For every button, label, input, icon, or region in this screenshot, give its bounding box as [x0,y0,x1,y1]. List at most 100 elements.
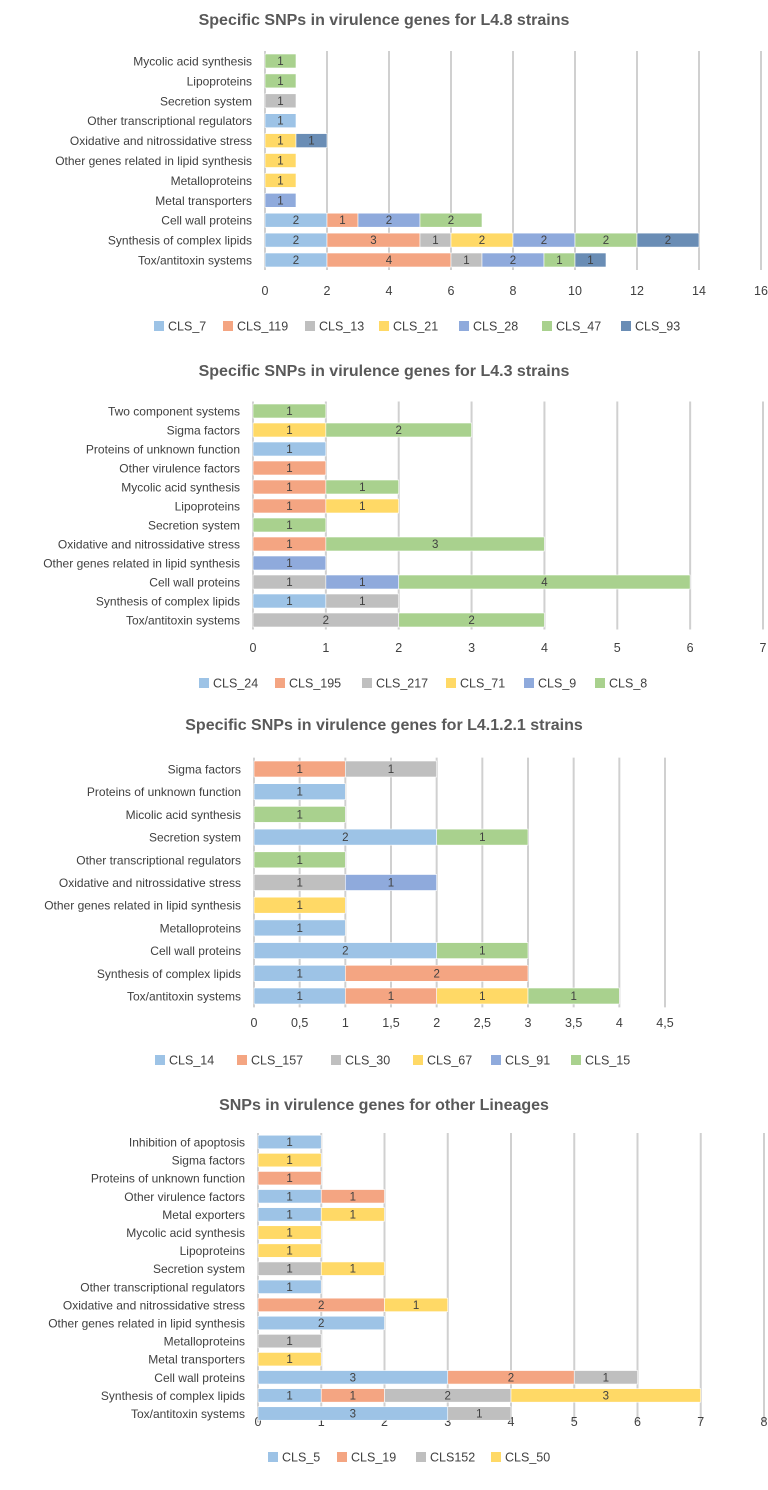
data-label: 1 [359,577,365,589]
legend-swatch-cls-195 [275,678,285,688]
bar-segment-cls-50 [257,1243,322,1258]
legend-swatch-cls-19 [337,1452,347,1462]
data-label: 2 [342,946,348,958]
data-label: 1 [277,116,283,128]
category-label: Oxidative and nitrossidative stress [59,876,241,890]
bar-segment-cls-14 [253,783,346,801]
legend-label: CLS_91 [505,1054,550,1068]
x-tick-label: 4,5 [656,1016,673,1030]
x-tick-label: 4 [616,1016,623,1030]
bar-segment-cls-47 [264,73,297,89]
x-tick-label: 7 [697,1415,704,1429]
chart-l4121: Specific SNPs in virulence genes for L4.… [44,717,674,1068]
category-label: Synthesis of complex lipids [108,234,252,248]
data-label: 1 [476,1409,482,1421]
legend-label: CLS_14 [169,1054,214,1068]
bar-segment-cls-195 [252,460,327,476]
category-label: Inhibition of apoptosis [129,1136,245,1150]
legend-label: CLS_7 [168,320,206,334]
data-label: 1 [296,878,302,890]
data-label: 2 [342,832,348,844]
category-label: Secretion system [148,519,240,533]
data-label: 1 [296,855,302,867]
data-label: 1 [286,425,292,437]
category-label: Other virulence factors [119,462,240,476]
category-label: Tox/antitoxin systems [127,990,241,1004]
bar-segment-cls-93 [636,232,700,248]
bar-segment-cls-7 [264,113,297,128]
chart-title: Specific SNPs in virulence genes for L4.… [199,12,570,29]
x-tick-label: 0 [251,1016,258,1030]
category-label: Cell wall proteins [150,944,241,958]
category-label: Secretion system [153,1262,245,1276]
data-label: 1 [286,1228,292,1240]
bar-segment-cls-8 [398,612,545,628]
legend-label: CLS_67 [427,1054,472,1068]
x-tick-label: 3 [525,1016,532,1030]
data-label: 1 [413,1300,419,1312]
bar-segment-cls-47 [264,53,297,69]
category-label: Proteins of unknown function [86,443,240,457]
category-label: Mycolic acid synthesis [133,55,252,69]
data-label: 4 [541,577,548,589]
category-label: Oxidative and nitrossidative stress [70,134,252,148]
bar-segment-cls-8 [252,403,327,419]
category-label: Other transcriptional regulators [76,853,241,867]
legend-swatch-cls-5 [268,1452,278,1462]
bar-segment-cls-8 [325,536,545,552]
legend-swatch-cls-47 [542,321,552,331]
category-label: Tox/antitoxin systems [131,1407,245,1421]
data-label: 2 [541,235,547,247]
data-label: 1 [286,1354,292,1366]
x-tick-label: 2,5 [474,1016,491,1030]
category-label: Oxidative and nitrossidative stress [63,1298,245,1312]
legend-label: CLS_119 [237,320,288,334]
bar-segment-cls-8 [252,517,327,533]
bar-segment-cls-8 [325,479,400,495]
legend-swatch-cls-14 [155,1055,165,1065]
x-tick-label: 5 [571,1415,578,1429]
x-tick-label: 4 [508,1415,515,1429]
data-label: 2 [445,1390,451,1402]
legend-swatch-cls-15 [571,1055,581,1065]
legend-label: CLS_195 [289,677,341,691]
x-tick-label: 1,5 [382,1016,399,1030]
bar-segment-cls-50 [510,1388,702,1403]
legend-swatch-cls-30 [331,1055,341,1065]
data-label: 1 [277,136,283,148]
data-label: 1 [286,482,292,494]
x-tick-label: 3 [468,641,475,655]
bar-segment-cls-47 [419,212,483,228]
data-label: 1 [286,444,292,456]
category-label: Cell wall proteins [149,576,240,590]
x-tick-label: 3,5 [565,1016,582,1030]
bar-segment-cls-71 [325,498,400,514]
data-label: 1 [286,501,292,513]
bar-segment-cls-19 [320,1189,385,1204]
data-label: 1 [308,136,314,148]
bar-segment-cls-157 [345,964,529,982]
bar-segment-cls-217 [325,593,400,609]
bar-segment-cls-50 [320,1261,385,1276]
x-tick-label: 2 [395,641,402,655]
x-tick-label: 7 [760,641,767,655]
data-label: 2 [508,1372,514,1384]
bar-segment-cls-5 [257,1315,385,1331]
category-label: Mycolic acid synthesis [126,1226,245,1240]
category-label: Sigma factors [167,424,240,438]
category-label: Other transcriptional regulators [87,114,252,128]
data-label: 1 [339,215,345,227]
category-label: Two component systems [108,405,240,419]
legend-swatch-cls-7 [154,321,164,331]
category-label: Cell wall proteins [154,1371,245,1385]
bar-segment-cls-50 [257,1153,322,1168]
chart-l43: Specific SNPs in virulence genes for L4.… [43,363,766,691]
data-label: 1 [277,195,283,207]
category-label: Oxidative and nitrossidative stress [58,538,240,552]
bar-segment-cls-21 [264,153,297,168]
x-tick-label: 2 [433,1016,440,1030]
legend-swatch-cls-217 [362,678,372,688]
x-tick-label: 4 [386,284,393,298]
data-label: 1 [286,539,292,551]
data-label: 1 [296,968,302,980]
